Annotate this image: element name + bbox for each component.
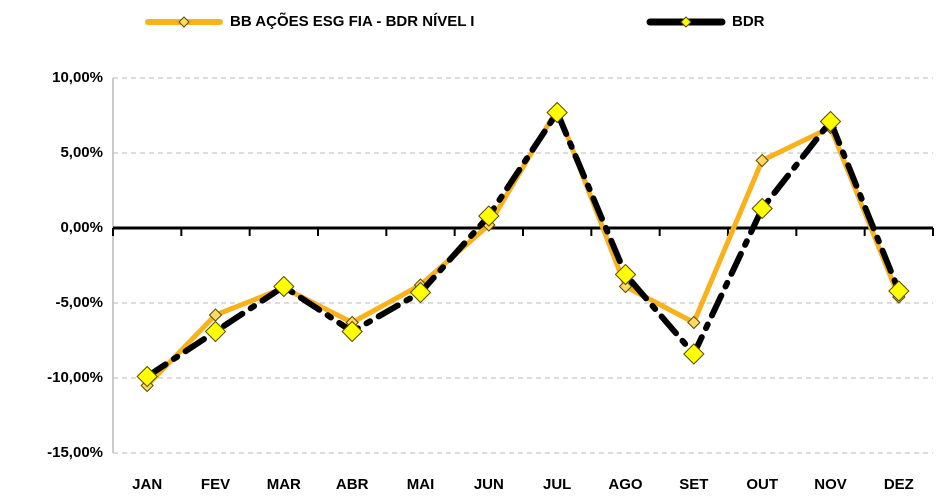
data-marker (136, 365, 158, 388)
legend-marker (178, 16, 190, 28)
y-tick-label: -15,00% (47, 444, 103, 461)
y-tick-label: -5,00% (55, 294, 103, 311)
data-marker (341, 320, 363, 343)
data-marker (687, 315, 701, 330)
legend-label: BDR (732, 13, 765, 30)
y-tick-label: 5,00% (60, 144, 103, 161)
y-tick-label: 10,00% (52, 69, 103, 86)
data-marker (683, 343, 705, 365)
x-tick-label: SET (679, 476, 708, 493)
data-marker (204, 320, 227, 343)
legend-label: BB AÇÕES ESG FIA - BDR NÍVEL I (230, 12, 474, 30)
x-tick-label: ABR (336, 476, 369, 493)
x-tick-label: OUT (746, 476, 778, 493)
data-marker (478, 205, 500, 227)
x-tick-label: MAI (407, 476, 435, 493)
x-tick-label: AGO (608, 476, 643, 493)
legend-marker (680, 16, 692, 28)
y-tick-label: -10,00% (47, 369, 103, 386)
data-marker (618, 279, 633, 294)
x-tick-label: FEV (201, 476, 230, 493)
data-marker (751, 197, 773, 220)
data-marker (888, 280, 910, 302)
y-tick-label: 0,00% (60, 219, 103, 236)
data-marker (614, 263, 637, 286)
data-marker (273, 275, 295, 298)
x-tick-label: JAN (132, 476, 162, 493)
data-marker (409, 281, 432, 304)
data-marker (819, 110, 842, 133)
x-tick-label: NOV (814, 476, 847, 493)
x-tick-label: DEZ (884, 476, 914, 493)
series-line (144, 109, 902, 380)
x-tick-label: MAR (267, 476, 301, 493)
x-tick-label: JUL (543, 476, 571, 493)
data-marker (755, 153, 769, 168)
series-line (144, 107, 902, 388)
data-marker (546, 101, 568, 124)
x-tick-label: JUN (474, 476, 504, 493)
